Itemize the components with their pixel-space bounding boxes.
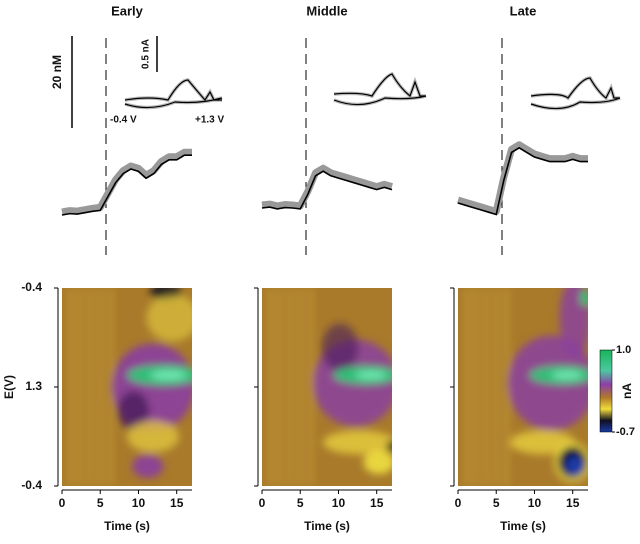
stripe [288, 288, 292, 486]
trace [61, 154, 192, 216]
stripe [88, 288, 92, 486]
x-tick-label: 15 [170, 496, 184, 510]
heatmap-blob [321, 323, 359, 372]
heatmap [458, 288, 588, 486]
trace-sem [61, 148, 192, 216]
trace-sem [456, 141, 588, 215]
stripe [77, 288, 82, 486]
potential-end-label: +1.3 V [195, 115, 225, 126]
heatmap-blob [565, 456, 585, 477]
stripe [98, 288, 103, 486]
x-tick-label: 15 [370, 496, 384, 510]
heatmap-features [268, 288, 392, 486]
x-tick-label: 5 [297, 496, 304, 510]
stripe [504, 288, 509, 486]
trace-sem [261, 164, 394, 210]
heatmap-blob [551, 370, 583, 380]
heatmap-blob [580, 289, 588, 306]
conc-scale-label: 20 nM [50, 55, 64, 89]
current-scale-label: 0.5 nA [141, 39, 152, 69]
x-tick-label: 0 [59, 496, 66, 510]
heatmap-blob [510, 430, 575, 455]
y-axis-label: E(V) [2, 375, 16, 399]
colorbar-title: nA [620, 383, 634, 399]
heatmap [262, 288, 392, 486]
y-tick-label: 1.3 [25, 379, 42, 393]
x-tick-label: 5 [97, 496, 104, 510]
heatmap-features [464, 288, 588, 486]
x-tick-label: 0 [259, 496, 266, 510]
heatmap-blob [355, 370, 387, 380]
stripe [298, 288, 303, 486]
stripe [108, 288, 113, 486]
trace [261, 170, 393, 210]
panel-title: Late [510, 3, 537, 18]
heatmap-blob [117, 390, 150, 431]
heatmap-blob [363, 450, 392, 475]
heatmap-blob [323, 430, 392, 455]
stripe [268, 288, 273, 486]
x-tick-label: 10 [132, 496, 146, 510]
heatmap-blob [127, 420, 179, 453]
x-tick-label: 10 [332, 496, 346, 510]
heatmap [62, 288, 192, 486]
colorbar [599, 349, 613, 433]
heatmap-blob [386, 440, 392, 453]
x-axis-label: Time (s) [104, 519, 150, 533]
heatmap-blob [132, 454, 164, 479]
heatmap-features [68, 288, 192, 486]
colorbar-label: 1.0 [616, 344, 631, 356]
stripe [484, 288, 488, 486]
stripe [473, 288, 478, 486]
x-axis-label: Time (s) [500, 519, 546, 533]
panel-title: Early [111, 3, 144, 18]
x-tick-label: 15 [566, 496, 580, 510]
x-tick-label: 5 [493, 496, 500, 510]
heatmap-blob [146, 293, 192, 342]
heatmap-blob [559, 288, 588, 358]
trace [457, 146, 588, 216]
stripe [277, 288, 282, 486]
x-tick-label: 0 [455, 496, 462, 510]
x-tick-label: 10 [528, 496, 542, 510]
stripe [464, 288, 469, 486]
x-axis-label: Time (s) [304, 519, 350, 533]
y-tick-label: -0.4 [21, 280, 42, 294]
stripe [68, 288, 73, 486]
cv-curves [124, 73, 621, 110]
cv-shading [124, 71, 621, 111]
colorbar-label: -0.7 [616, 426, 635, 438]
potential-start-label: -0.4 V [110, 115, 137, 126]
heatmap-blob [150, 370, 187, 381]
y-tick-label: -0.4 [21, 478, 42, 492]
stripe [494, 288, 499, 486]
panel-title: Middle [306, 3, 347, 18]
stripe [308, 288, 313, 486]
